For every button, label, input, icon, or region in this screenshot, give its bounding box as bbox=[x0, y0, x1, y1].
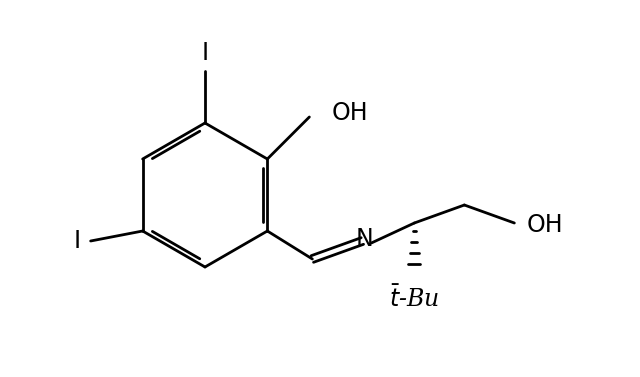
Text: N: N bbox=[355, 227, 373, 251]
Text: OH: OH bbox=[332, 101, 368, 125]
Text: OH: OH bbox=[526, 213, 563, 237]
Text: I: I bbox=[202, 41, 209, 65]
Text: $\bar{t}$-Bu: $\bar{t}$-Bu bbox=[389, 285, 440, 312]
Text: I: I bbox=[74, 229, 81, 253]
